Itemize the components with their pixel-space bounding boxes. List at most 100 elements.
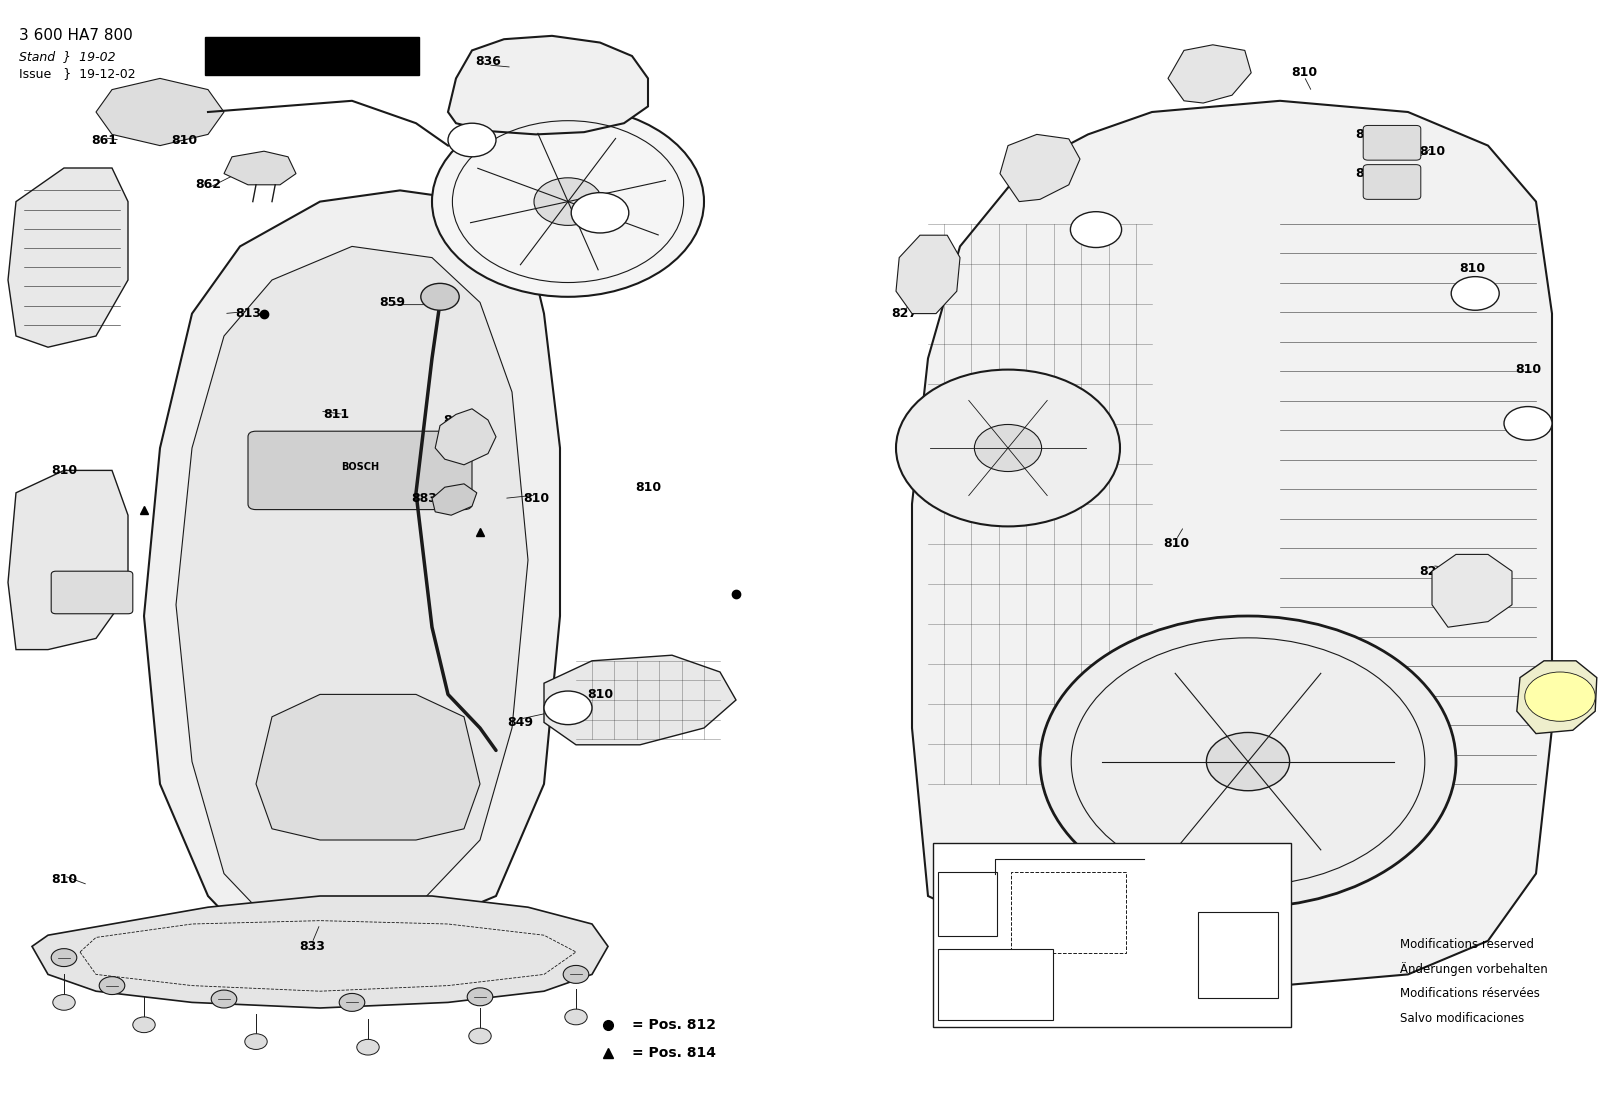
Text: 0   1: 0 1 bbox=[1189, 1002, 1210, 1011]
Circle shape bbox=[1070, 212, 1122, 248]
Text: 811: 811 bbox=[323, 408, 349, 421]
Text: 829: 829 bbox=[1011, 178, 1037, 192]
Text: Modifications reserved: Modifications reserved bbox=[1400, 937, 1534, 951]
Text: 827: 827 bbox=[891, 307, 917, 320]
Text: X: X bbox=[469, 136, 475, 144]
Text: 862: 862 bbox=[195, 178, 221, 192]
Text: 844: 844 bbox=[443, 413, 469, 427]
FancyBboxPatch shape bbox=[938, 872, 997, 936]
Text: 810: 810 bbox=[635, 480, 661, 494]
Text: = Pos. 814: = Pos. 814 bbox=[632, 1046, 717, 1060]
Polygon shape bbox=[32, 896, 608, 1008]
Polygon shape bbox=[144, 190, 560, 941]
Text: 836: 836 bbox=[475, 55, 501, 68]
Text: BOSCH: BOSCH bbox=[341, 463, 379, 473]
Circle shape bbox=[544, 691, 592, 725]
Polygon shape bbox=[432, 484, 477, 515]
Text: 810: 810 bbox=[51, 464, 77, 477]
Polygon shape bbox=[1432, 554, 1512, 627]
Text: 828: 828 bbox=[1419, 564, 1445, 578]
Text: 831: 831 bbox=[1355, 128, 1381, 141]
Polygon shape bbox=[1517, 661, 1597, 734]
Circle shape bbox=[339, 993, 365, 1011]
Text: Capacitor: Capacitor bbox=[949, 961, 958, 999]
FancyBboxPatch shape bbox=[205, 37, 419, 75]
Circle shape bbox=[211, 990, 237, 1008]
FancyBboxPatch shape bbox=[1198, 912, 1278, 998]
Text: = Pos. 812: = Pos. 812 bbox=[632, 1018, 717, 1032]
Text: Modifications réservées: Modifications réservées bbox=[1400, 987, 1539, 1000]
Text: Fig. /Abb. 1: Fig. /Abb. 1 bbox=[262, 47, 362, 63]
FancyBboxPatch shape bbox=[1363, 125, 1421, 160]
FancyBboxPatch shape bbox=[248, 431, 472, 510]
Text: 831: 831 bbox=[1355, 167, 1381, 180]
FancyBboxPatch shape bbox=[1363, 165, 1421, 199]
Polygon shape bbox=[448, 36, 648, 134]
Text: Issue   }  19-12-02: Issue } 19-12-02 bbox=[19, 67, 136, 81]
Polygon shape bbox=[8, 470, 128, 650]
Circle shape bbox=[467, 988, 493, 1006]
Circle shape bbox=[357, 1039, 379, 1055]
Text: Power cord: Power cord bbox=[1222, 855, 1272, 864]
Polygon shape bbox=[96, 78, 224, 146]
Circle shape bbox=[565, 1009, 587, 1025]
Circle shape bbox=[99, 977, 125, 995]
Polygon shape bbox=[1168, 45, 1251, 103]
Text: 810: 810 bbox=[1419, 144, 1445, 158]
Text: 849: 849 bbox=[507, 716, 533, 729]
Circle shape bbox=[974, 424, 1042, 472]
Text: 810: 810 bbox=[979, 452, 1005, 466]
Circle shape bbox=[245, 1034, 267, 1049]
Text: Stand  }  19-02: Stand } 19-02 bbox=[19, 50, 115, 64]
Text: X: X bbox=[1525, 419, 1531, 428]
Polygon shape bbox=[224, 151, 296, 185]
Circle shape bbox=[51, 949, 77, 967]
Text: 810: 810 bbox=[523, 492, 549, 505]
Circle shape bbox=[53, 995, 75, 1010]
FancyBboxPatch shape bbox=[938, 949, 1053, 1020]
Polygon shape bbox=[544, 655, 736, 745]
Text: U: U bbox=[1093, 225, 1099, 234]
Circle shape bbox=[1206, 732, 1290, 791]
Circle shape bbox=[1451, 277, 1499, 310]
Text: 810: 810 bbox=[1291, 66, 1317, 80]
Text: 863: 863 bbox=[75, 576, 101, 589]
Circle shape bbox=[432, 106, 704, 297]
Text: Änderungen vorbehalten: Änderungen vorbehalten bbox=[1400, 962, 1547, 976]
Polygon shape bbox=[435, 409, 496, 465]
Polygon shape bbox=[176, 246, 528, 918]
Polygon shape bbox=[896, 235, 960, 314]
Circle shape bbox=[448, 123, 496, 157]
Text: Motor: Motor bbox=[982, 1014, 1008, 1023]
Circle shape bbox=[896, 370, 1120, 526]
Text: 859: 859 bbox=[379, 296, 405, 309]
Circle shape bbox=[1504, 407, 1552, 440]
Text: 825: 825 bbox=[1195, 710, 1221, 724]
Text: 810: 810 bbox=[923, 251, 949, 264]
Text: 833: 833 bbox=[299, 940, 325, 953]
FancyBboxPatch shape bbox=[933, 843, 1291, 1027]
Text: Y: Y bbox=[565, 703, 571, 712]
FancyBboxPatch shape bbox=[1011, 872, 1126, 953]
Text: 810: 810 bbox=[1459, 262, 1485, 276]
Polygon shape bbox=[8, 168, 128, 347]
Text: 810: 810 bbox=[51, 872, 77, 886]
Polygon shape bbox=[912, 101, 1552, 986]
Circle shape bbox=[421, 283, 459, 310]
FancyBboxPatch shape bbox=[51, 571, 133, 614]
Text: 810: 810 bbox=[1179, 766, 1205, 780]
Text: Micro switch: Micro switch bbox=[1040, 850, 1098, 859]
Text: 883: 883 bbox=[411, 492, 437, 505]
Text: 813: 813 bbox=[235, 307, 261, 320]
Text: 861: 861 bbox=[91, 133, 117, 147]
Text: 810: 810 bbox=[1163, 536, 1189, 550]
Circle shape bbox=[571, 193, 629, 233]
Text: 3 600 HA7 800: 3 600 HA7 800 bbox=[19, 28, 133, 43]
Circle shape bbox=[563, 965, 589, 983]
Text: Salvo modificaciones: Salvo modificaciones bbox=[1400, 1011, 1525, 1025]
Circle shape bbox=[133, 1017, 155, 1033]
Text: 810: 810 bbox=[171, 133, 197, 147]
Polygon shape bbox=[256, 694, 480, 840]
Text: Z: Z bbox=[1472, 289, 1478, 298]
Text: Main
switch: Main switch bbox=[1226, 894, 1251, 913]
